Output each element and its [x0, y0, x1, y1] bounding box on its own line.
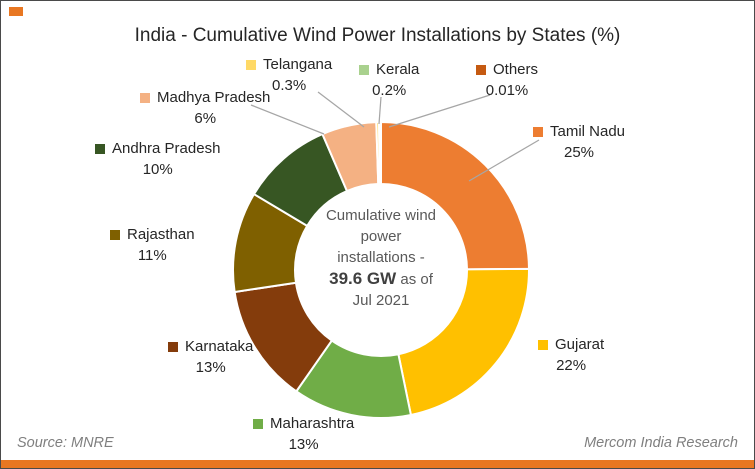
legend-marker-rajasthan: [110, 230, 120, 240]
label-value-tamil-nadu: 25%: [564, 144, 595, 161]
corner-accent-mark: [9, 7, 23, 16]
label-maharashtra: Maharashtra 13%: [253, 415, 354, 454]
brand-note: Mercom India Research: [584, 435, 738, 451]
label-value-telangana: 0.3%: [272, 77, 307, 94]
label-value-andhra-pradesh: 10%: [142, 161, 173, 178]
donut-chart: [232, 121, 530, 419]
label-gujarat: Gujarat 22%: [538, 336, 604, 375]
label-value-madhya-pradesh: 6%: [194, 110, 217, 127]
label-name-tamil-nadu: Tamil Nadu: [550, 123, 626, 140]
label-name-kerala: Kerala: [376, 61, 420, 78]
label-row: Maharashtra: [253, 415, 354, 433]
label-name-andhra-pradesh: Andhra Pradesh: [112, 140, 221, 157]
label-tamil-nadu: Tamil Nadu 25%: [533, 123, 625, 162]
legend-marker-gujarat: [538, 340, 548, 350]
label-value-karnataka: 13%: [195, 359, 226, 376]
label-row: Gujarat: [538, 336, 604, 354]
label-telangana: Telangana 0.3%: [246, 56, 332, 95]
source-note: Source: MNRE: [17, 435, 114, 451]
chart-title: India - Cumulative Wind Power Installati…: [134, 25, 621, 46]
label-name-telangana: Telangana: [263, 56, 333, 73]
bottom-accent-bar: [1, 460, 754, 468]
donut-center-text: Cumulative wind power installations - 39…: [296, 205, 466, 311]
label-row: Others: [476, 61, 538, 79]
label-rajasthan: Rajasthan 11%: [110, 226, 195, 265]
slice-gujarat: [397, 267, 530, 416]
center-value-suffix: as of: [396, 271, 433, 288]
label-name-maharashtra: Maharashtra: [270, 415, 355, 432]
label-row: Rajasthan: [110, 226, 195, 244]
label-value-rajasthan: 11%: [137, 247, 167, 264]
label-row: Madhya Pradesh: [140, 89, 270, 107]
legend-marker-telangana: [246, 60, 256, 70]
center-line4: 39.6 GW as of: [296, 268, 466, 290]
label-name-karnataka: Karnataka: [185, 338, 254, 355]
label-name-rajasthan: Rajasthan: [127, 226, 195, 243]
legend-marker-kerala: [359, 65, 369, 75]
label-value-others: 0.01%: [485, 82, 529, 99]
label-value-gujarat: 22%: [556, 357, 587, 374]
label-row: Karnataka: [168, 338, 253, 356]
label-value-kerala: 0.2%: [372, 82, 407, 99]
label-value-maharashtra: 13%: [288, 436, 319, 453]
legend-marker-madhya-pradesh: [140, 93, 150, 103]
center-line5: Jul 2021: [352, 292, 410, 309]
center-line1: Cumulative wind: [325, 207, 437, 224]
label-row: Andhra Pradesh: [95, 140, 220, 158]
label-madhya-pradesh: Madhya Pradesh 6%: [140, 89, 270, 128]
legend-marker-karnataka: [168, 342, 178, 352]
label-kerala: Kerala 0.2%: [359, 61, 419, 100]
legend-marker-others: [476, 65, 486, 75]
label-row: Tamil Nadu: [533, 123, 625, 141]
label-andhra-pradesh: Andhra Pradesh 10%: [95, 140, 220, 179]
label-row: Kerala: [359, 61, 419, 79]
label-name-madhya-pradesh: Madhya Pradesh: [157, 89, 271, 106]
center-line2: power: [360, 228, 402, 245]
center-total-value: 39.6 GW: [329, 269, 397, 288]
label-others: Others 0.01%: [476, 61, 538, 100]
label-karnataka: Karnataka 13%: [168, 338, 253, 377]
label-name-gujarat: Gujarat: [555, 336, 605, 353]
slice-tamil-nadu: [380, 121, 530, 271]
legend-marker-tamil-nadu: [533, 127, 543, 137]
legend-marker-maharashtra: [253, 419, 263, 429]
legend-marker-andhra-pradesh: [95, 144, 105, 154]
label-row: Telangana: [246, 56, 332, 74]
center-line3: installations -: [337, 249, 425, 266]
label-name-others: Others: [493, 61, 539, 78]
